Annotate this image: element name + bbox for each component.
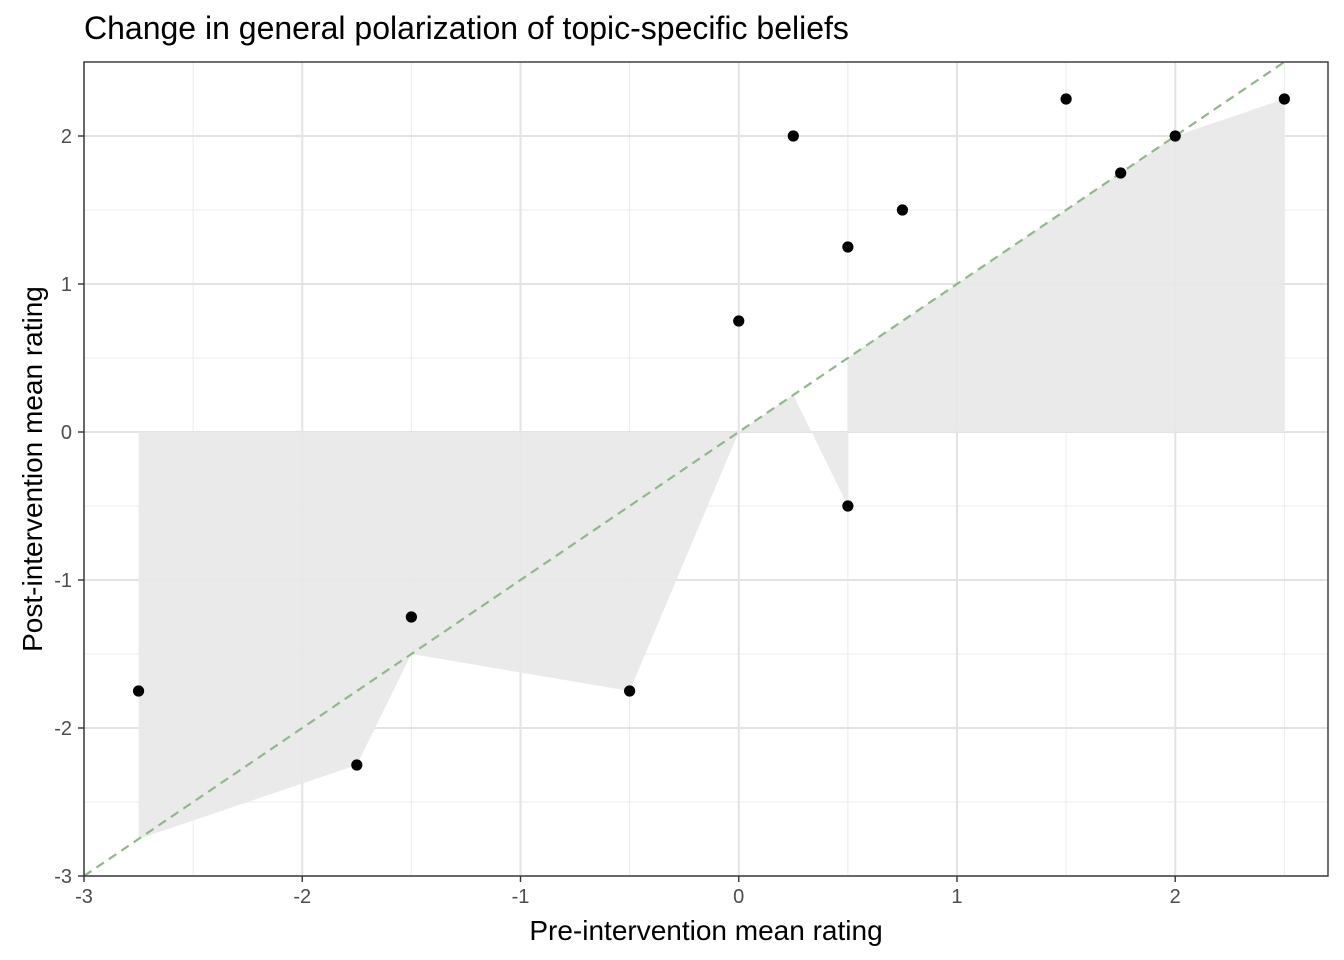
plot-border xyxy=(83,61,1329,877)
data-point-6 xyxy=(842,241,854,253)
data-point-2 xyxy=(405,611,417,623)
y-tick-label: -2 xyxy=(54,718,72,740)
data-points xyxy=(132,93,1290,771)
data-point-1 xyxy=(351,759,363,771)
y-tick-label: 1 xyxy=(61,274,72,296)
identity-reference-line xyxy=(83,61,1285,877)
x-tick-label: -3 xyxy=(75,886,93,908)
y-tick-label: 0 xyxy=(61,422,72,444)
data-point-12 xyxy=(1278,93,1290,105)
x-tick-label: -1 xyxy=(512,886,530,908)
data-point-11 xyxy=(1169,130,1181,142)
y-tick-label: 2 xyxy=(61,126,72,148)
y-axis-title: Post-intervention mean rating xyxy=(17,286,48,652)
y-tick-label: -3 xyxy=(54,866,72,888)
chart-title: Change in general polarization of topic-… xyxy=(84,10,849,46)
x-tick-label: 2 xyxy=(1170,886,1181,908)
data-point-8 xyxy=(896,204,909,216)
plot-area xyxy=(83,61,1329,877)
x-axis-title: Pre-intervention mean rating xyxy=(529,915,882,946)
data-point-7 xyxy=(842,500,854,512)
data-point-0 xyxy=(132,685,145,697)
y-tick-label: -1 xyxy=(54,570,72,592)
data-point-5 xyxy=(787,130,799,142)
data-point-3 xyxy=(624,685,636,697)
x-tick-label: -2 xyxy=(293,886,311,908)
x-axis: -3 -2 -1 0 1 2 xyxy=(75,876,1181,908)
data-point-9 xyxy=(1060,93,1072,105)
data-point-4 xyxy=(733,315,745,327)
deviation-band xyxy=(138,99,1285,839)
x-tick-label: 1 xyxy=(951,886,962,908)
x-tick-label: 0 xyxy=(733,886,744,908)
y-axis: -3 -2 -1 0 1 2 xyxy=(54,126,84,888)
data-point-10 xyxy=(1115,167,1127,179)
